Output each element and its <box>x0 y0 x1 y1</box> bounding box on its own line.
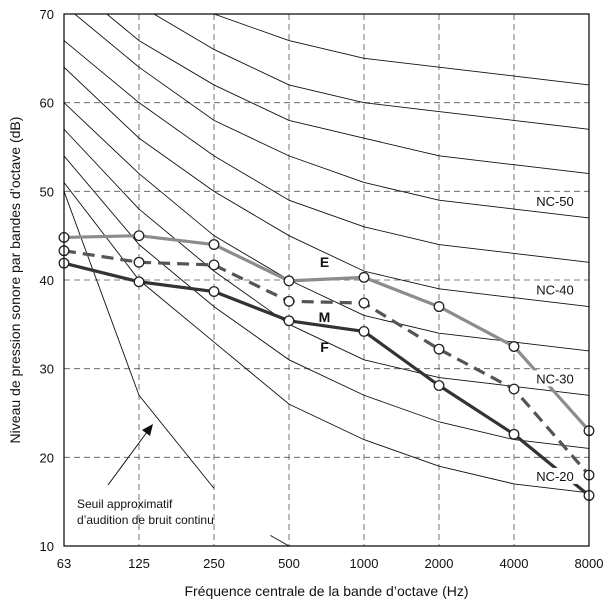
nc-curve <box>106 14 589 175</box>
nc-label-bg <box>529 467 581 484</box>
nc-label: NC-20 <box>529 467 581 484</box>
x-tick-label: 250 <box>203 556 225 571</box>
threshold-line <box>64 191 215 489</box>
series-point-E <box>358 271 370 283</box>
nc-label: NC-30 <box>529 370 581 387</box>
nc-curve <box>213 14 589 86</box>
nc-label-text: NC-50 <box>536 194 574 209</box>
y-tick-label: 40 <box>40 273 54 288</box>
series-point-M <box>433 343 445 355</box>
nc-label-text: NC-30 <box>536 371 574 386</box>
y-tick-label: 50 <box>40 184 54 199</box>
threshold-tail <box>270 534 290 546</box>
series-point-F <box>208 286 220 297</box>
y-tick-label: 30 <box>40 362 54 377</box>
x-tick-label: 8000 <box>575 556 604 571</box>
nc-curve <box>64 128 589 396</box>
series-line-F <box>63 261 591 497</box>
x-axis-title: Fréquence centrale de la bande d’octave … <box>184 583 468 599</box>
series-point-F <box>358 325 370 337</box>
series-labels: E MF <box>319 254 331 355</box>
x-tick-label: 63 <box>57 556 71 571</box>
series-point-E <box>208 239 220 250</box>
nc-label-bg <box>529 370 581 387</box>
series-point-M <box>508 383 520 395</box>
nc-label-text: NC-40 <box>536 283 574 298</box>
nc-curve <box>74 14 589 219</box>
series-point-F <box>283 315 295 327</box>
series-line-M <box>63 249 591 477</box>
plot-frame <box>63 13 590 547</box>
series-label-M: M <box>319 309 331 325</box>
y-tick-label: 60 <box>40 96 54 111</box>
nc-label-bg <box>529 193 581 210</box>
series-point-E <box>508 341 520 352</box>
nc-curves <box>64 14 589 494</box>
series-label-E: E <box>320 254 329 270</box>
nc-label: NC-40 <box>529 281 581 298</box>
y-axis-title: Niveau de pression sonore par bandes d’o… <box>7 117 23 444</box>
annotation-text: Seuil approximatif <box>77 497 173 511</box>
series-point-M <box>283 295 295 307</box>
series-point-M <box>358 297 370 309</box>
x-tick-label: 1000 <box>350 556 379 571</box>
series-point-M <box>208 259 220 271</box>
x-tick-labels: 63 125 250 500 1000 2000 4000 8000 <box>57 556 604 571</box>
x-tick-label: 4000 <box>500 556 529 571</box>
nc-label-text: NC-20 <box>536 469 574 484</box>
series-point-E <box>433 301 445 313</box>
nc-curve-labels: NC-20 NC-30 NC-40 NC-50 <box>529 193 581 484</box>
x-tick-label: 2000 <box>425 556 454 571</box>
y-tick-label: 20 <box>40 450 54 465</box>
series-point-M <box>133 256 145 268</box>
nc-curve <box>64 40 589 263</box>
series-point-E <box>283 275 295 287</box>
nc-curve <box>64 182 589 494</box>
series-line-E <box>63 234 591 432</box>
annotation-text: d’audition de bruit continu <box>77 513 214 527</box>
nc-label: NC-50 <box>529 193 581 210</box>
x-tick-label: 125 <box>128 556 150 571</box>
y-tick-labels: 10 20 30 40 50 60 70 <box>40 7 54 554</box>
nc-label-bg <box>529 281 581 298</box>
series-point-E <box>133 230 145 242</box>
annotation-arrow <box>107 427 151 486</box>
x-tick-label: 500 <box>278 556 300 571</box>
nc-curve <box>64 66 589 308</box>
y-tick-label: 10 <box>40 539 54 554</box>
series-point-F <box>508 428 520 440</box>
arrow-head-icon <box>142 424 153 436</box>
y-tick-label: 70 <box>40 7 54 22</box>
hearing-threshold-curve <box>64 191 290 546</box>
nc-curve <box>153 14 589 130</box>
threshold-annotation: Seuil approximatif d’audition de bruit co… <box>77 424 214 527</box>
series-label-F: F <box>320 339 329 355</box>
series-point-F <box>133 276 145 288</box>
nc-curve <box>64 155 589 449</box>
series-point-F <box>433 380 445 391</box>
